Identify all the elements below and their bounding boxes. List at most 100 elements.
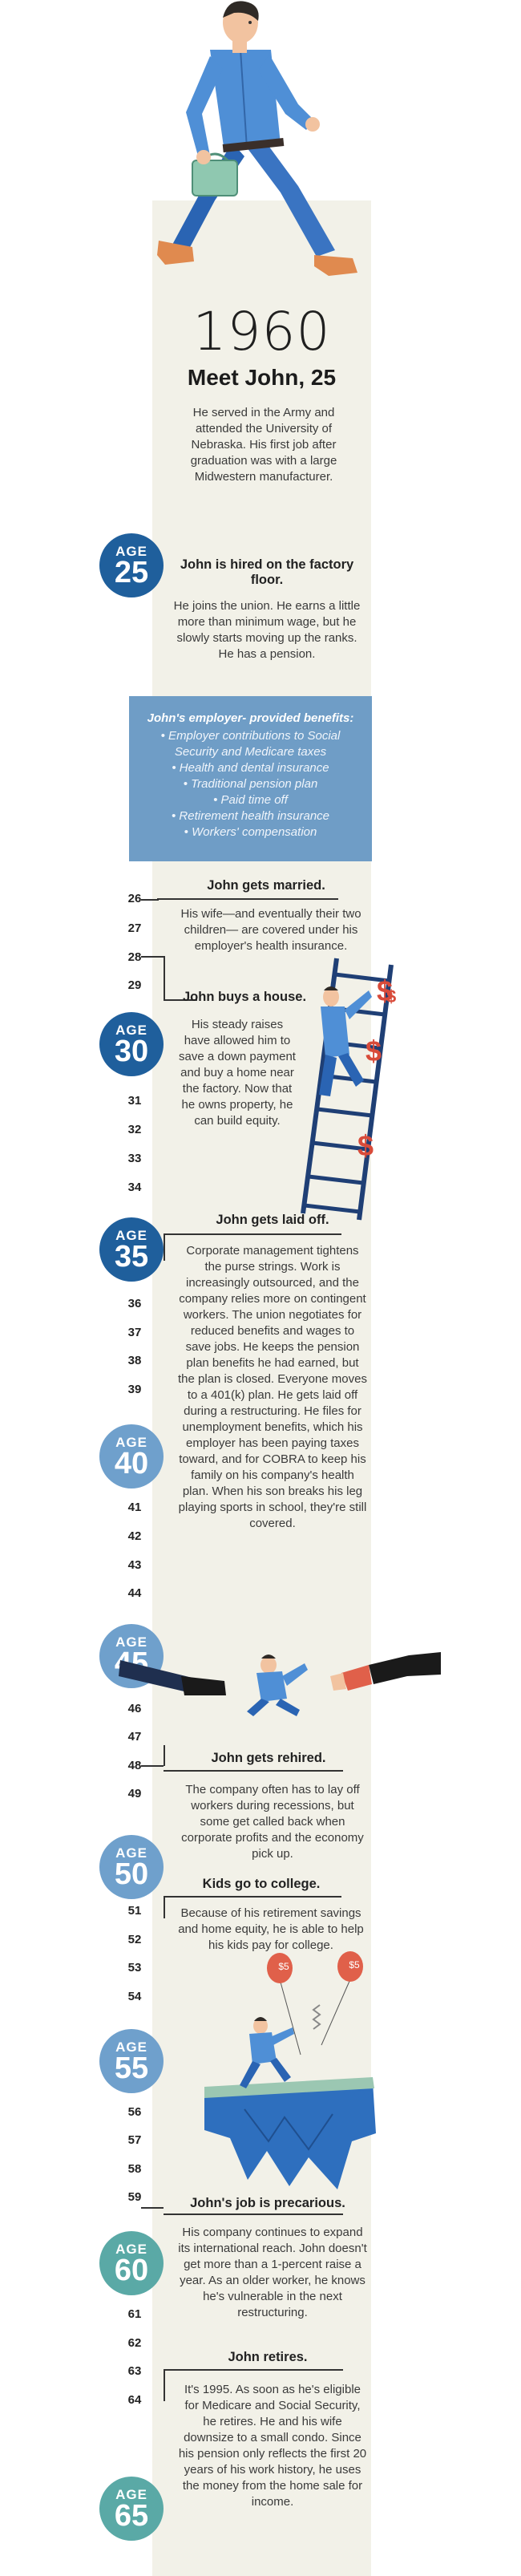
- age-tick-number: 58: [127, 2162, 142, 2176]
- age-badge-50: AGE 50: [99, 1835, 164, 1899]
- age-tick-number: 44: [127, 1586, 142, 1600]
- age-tick-number: 41: [127, 1501, 142, 1514]
- connector-line: [141, 1765, 164, 1767]
- age-value: 55: [114, 2051, 149, 2085]
- divider: [164, 1770, 343, 1772]
- age-tick-number: 53: [127, 1961, 142, 1975]
- john-walking-illustration: [157, 1, 357, 276]
- age-label: AGE: [115, 1845, 147, 1861]
- cliff-balloons-illustration: [204, 1951, 376, 2189]
- age-badge-35: AGE 35: [99, 1217, 164, 1282]
- age-value: 30: [114, 1035, 149, 1068]
- age-tick-number: 52: [127, 1933, 142, 1946]
- house-text: His steady raises have allowed him to sa…: [179, 1018, 296, 1128]
- age-tick-number: 43: [127, 1558, 142, 1572]
- age-tick-number: 37: [127, 1326, 142, 1339]
- age-badge-65: AGE 65: [99, 2477, 164, 2541]
- dollar-sign-icon: $: [366, 1035, 382, 1067]
- divider: [164, 1233, 341, 1235]
- benefit-item: • Workers' compensation: [184, 825, 317, 839]
- divider: [164, 2369, 343, 2371]
- age-value: 65: [114, 2499, 149, 2533]
- married-text: His wife—and eventually their two childr…: [180, 907, 361, 953]
- benefit-item: • Employer contributions to Social: [160, 729, 341, 743]
- age-value: 60: [114, 2254, 149, 2287]
- retires-heading: John retires.: [228, 2350, 308, 2364]
- balloon-label: $5: [349, 1959, 360, 1970]
- age-value: 50: [114, 1857, 149, 1891]
- rehired-heading: John gets rehired.: [211, 1751, 326, 1765]
- age-tick-number: 61: [127, 2307, 142, 2321]
- dollar-sign-icon: $: [386, 986, 397, 1007]
- age-tick-number: 64: [127, 2393, 142, 2407]
- college-heading: Kids go to college.: [202, 1877, 321, 1891]
- age-tick-number: 62: [127, 2336, 142, 2350]
- connector-line: [141, 899, 159, 901]
- benefit-item: • Retirement health insurance: [171, 809, 330, 823]
- age-tick-number: 33: [127, 1152, 142, 1165]
- age-tick-number: 32: [127, 1123, 142, 1136]
- age-tick-number: 42: [127, 1529, 142, 1543]
- age-label: AGE: [115, 1435, 147, 1450]
- age-badge-60: AGE 60: [99, 2231, 164, 2295]
- age-tick-number: 39: [127, 1383, 142, 1396]
- age-tick-number: 26: [127, 892, 142, 905]
- age-tick-number: 54: [127, 1990, 142, 2003]
- age-badge-30: AGE 30: [99, 1012, 164, 1076]
- intro-text: He served in the Army and attended the U…: [190, 406, 337, 484]
- age-label: AGE: [115, 544, 147, 559]
- age-tick-number: 48: [127, 1759, 142, 1772]
- hired-heading: John is hired on the factory floor.: [180, 557, 354, 587]
- age-tick-number: 59: [127, 2190, 142, 2204]
- age-tick-number: 47: [127, 1730, 142, 1744]
- age-tick-number: 51: [127, 1904, 142, 1918]
- divider: [164, 2213, 343, 2215]
- age-tick-number: 46: [127, 1702, 142, 1715]
- age-tick-number: 28: [127, 950, 142, 964]
- dollar-sign-icon: $: [357, 1129, 374, 1162]
- rehired-text: The company often has to lay off workers…: [181, 1783, 364, 1861]
- age-label: AGE: [115, 2039, 147, 2055]
- benefit-item: • Traditional pension plan: [183, 777, 318, 791]
- connector-line: [141, 2207, 164, 2209]
- laidoff-heading: John gets laid off.: [216, 1213, 329, 1227]
- year-heading: 1960: [192, 301, 331, 363]
- dollar-sign-icon: $: [377, 974, 394, 1007]
- age-badge-55: AGE 55: [99, 2029, 164, 2093]
- getting-kicked-illustration: [119, 1652, 441, 1716]
- connector-line: [164, 1896, 165, 1918]
- age-tick-number: 63: [127, 2364, 142, 2378]
- age-label: AGE: [115, 1023, 147, 1038]
- ladder-climbing-illustration: [301, 958, 394, 1221]
- age-tick-number: 31: [127, 1094, 142, 1108]
- benefit-item: • Paid time off: [213, 793, 288, 807]
- retires-text: It's 1995. As soon as he's eligible for …: [178, 2383, 367, 2509]
- precarious-text: His company continues to expand its inte…: [178, 2226, 367, 2319]
- college-text: Because of his retirement savings and ho…: [178, 1906, 364, 1952]
- age-value: 40: [114, 1447, 149, 1480]
- age-tick-number: 56: [127, 2105, 142, 2119]
- age-value: 35: [114, 1240, 149, 1274]
- benefits-box: John's employer- provided benefits: • Em…: [129, 696, 372, 861]
- divider: [157, 898, 338, 900]
- age-tick-number: 27: [127, 921, 142, 935]
- age-value: 25: [114, 556, 149, 589]
- age-tick-number: 36: [127, 1297, 142, 1310]
- age-tick-number: 38: [127, 1354, 142, 1367]
- age-label: AGE: [115, 2487, 147, 2502]
- benefits-title: John's employer- provided benefits:: [147, 711, 354, 725]
- precarious-heading: John's job is precarious.: [190, 2196, 345, 2210]
- benefit-item: • Health and dental insurance: [172, 761, 329, 775]
- house-heading: John buys a house.: [183, 990, 307, 1004]
- married-heading: John gets married.: [207, 878, 325, 893]
- age-badge-25: AGE 25: [99, 533, 164, 597]
- connector-line: [141, 956, 165, 958]
- age-label: AGE: [115, 1228, 147, 1243]
- age-tick-number: 49: [127, 1787, 142, 1800]
- age-label: AGE: [115, 2242, 147, 2257]
- divider: [164, 1896, 341, 1898]
- hired-text: He joins the union. He earns a little mo…: [173, 599, 361, 661]
- connector-line: [164, 2369, 165, 2401]
- connector-line: [164, 956, 165, 1001]
- age-tick-number: 34: [127, 1181, 142, 1194]
